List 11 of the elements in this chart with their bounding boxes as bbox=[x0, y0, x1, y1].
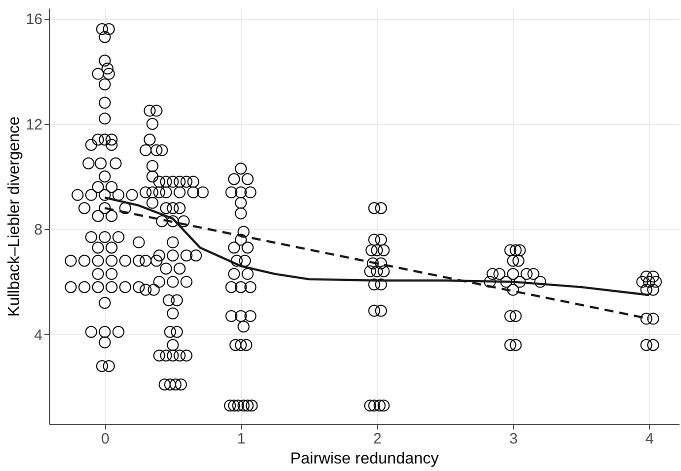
x-tick-label: 1 bbox=[237, 430, 246, 448]
x-tick-label: 0 bbox=[101, 430, 110, 448]
y-axis-title: Kullback–Liebler divergence bbox=[6, 116, 23, 317]
y-tick-label: 4 bbox=[34, 326, 42, 344]
x-tick-label: 2 bbox=[373, 430, 382, 448]
y-tick-label: 12 bbox=[26, 116, 42, 134]
y-tick-label: 8 bbox=[34, 222, 42, 239]
x-tick-label: 4 bbox=[645, 430, 654, 448]
x-axis-title: Pairwise redundancy bbox=[290, 450, 439, 468]
x-tick-label: 3 bbox=[509, 430, 518, 448]
y-tick-label: 16 bbox=[26, 11, 42, 28]
